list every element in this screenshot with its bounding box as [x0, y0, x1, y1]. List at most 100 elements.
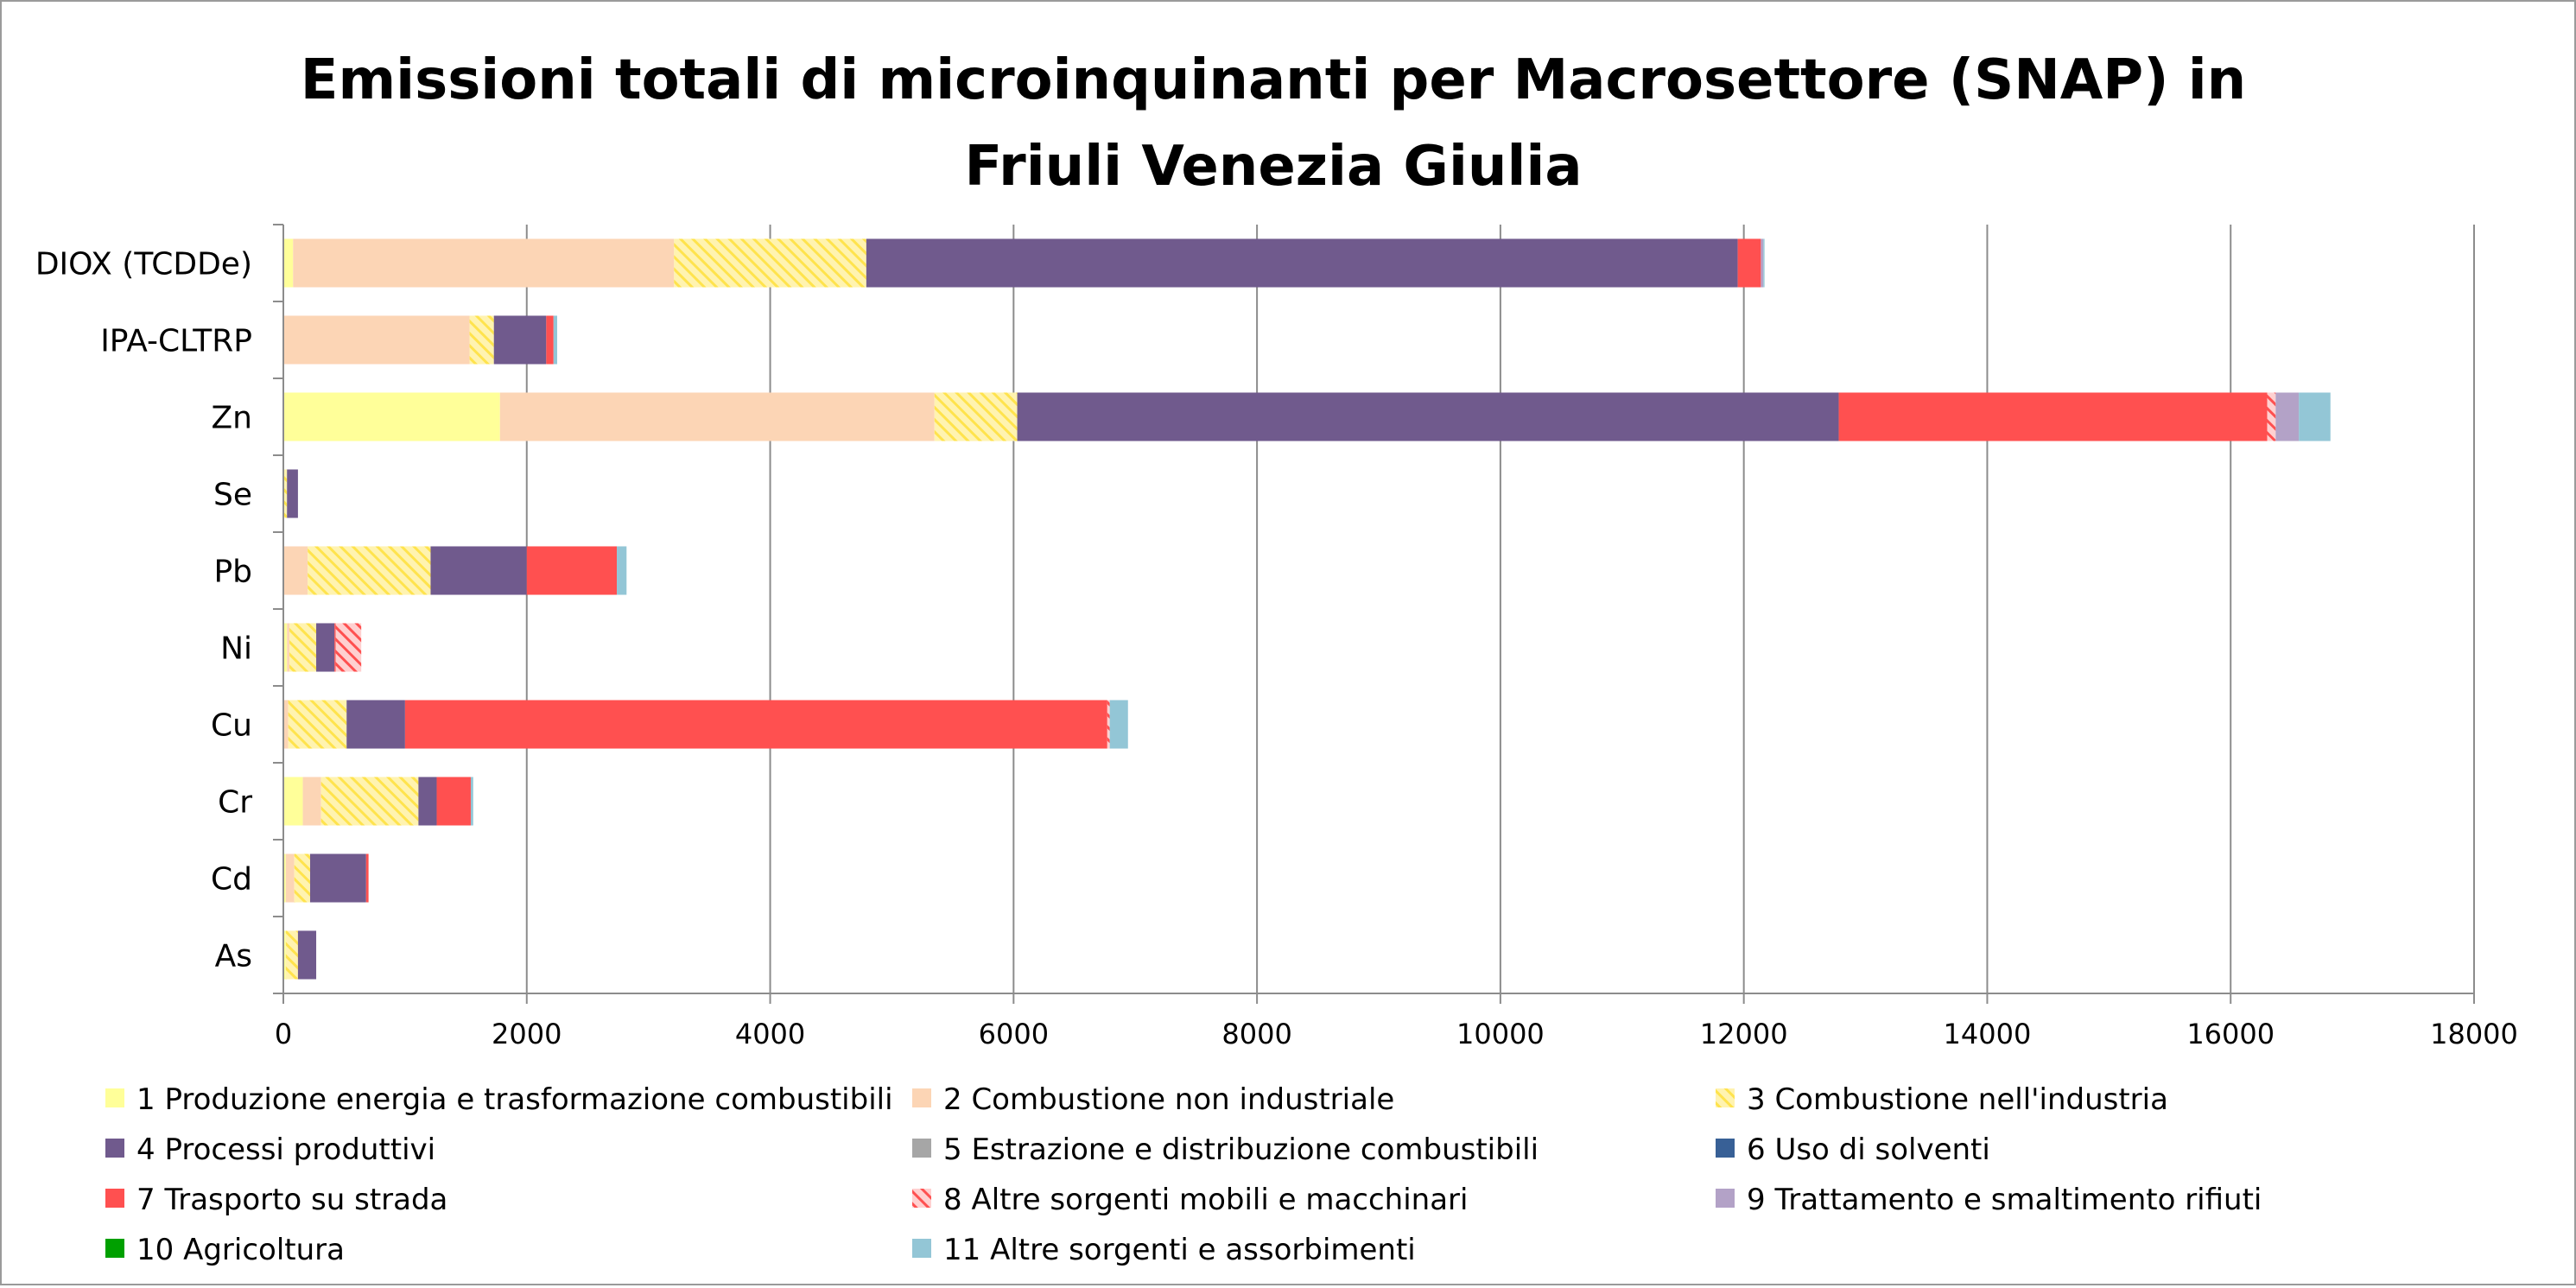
legend-label: 5 Estrazione e distribuzione combustibil… [943, 1133, 1539, 1167]
category-label: IPA-CLTRP [100, 324, 252, 359]
grid-lines [282, 225, 2475, 993]
category-label: Cd [211, 862, 252, 898]
bar-segment [866, 238, 1738, 288]
bar-segment [526, 546, 618, 595]
legend-label: 3 Combustione nell'industria [1747, 1082, 2168, 1117]
category-label: DIOX (TCDDe) [35, 247, 252, 282]
legend-label: 10 Agricoltura [136, 1233, 345, 1267]
bar-segment [430, 546, 527, 595]
x-tick-label: 16000 [2186, 1018, 2275, 1050]
bar-segment [283, 392, 500, 441]
bar-segment [1109, 700, 1128, 749]
bar-segment [469, 315, 494, 365]
legend-swatch [105, 1189, 124, 1208]
bar-segment [1017, 392, 1839, 441]
bar-segment [287, 469, 298, 518]
bar-segment [365, 853, 369, 903]
legend-label: 9 Trattamento e smaltimento rifiuti [1747, 1183, 2262, 1217]
bar-segment [2299, 392, 2331, 441]
legend-swatch [1716, 1088, 1735, 1107]
bar-segment [283, 546, 308, 595]
category-label: Cu [211, 708, 252, 744]
bar-segment [1763, 238, 1765, 288]
bar-segment [283, 315, 470, 365]
bar-segment [283, 238, 294, 288]
bar-segment [316, 623, 335, 672]
bar-segment [1761, 238, 1764, 288]
bar-segment [283, 930, 286, 980]
bar-segment [1107, 700, 1110, 749]
chart-title-line-2: Friuli Venezia Giulia [965, 135, 1583, 199]
legend-swatch [912, 1088, 931, 1107]
bar-segment [553, 315, 557, 365]
legend-label: 2 Combustione non industriale [943, 1082, 1394, 1117]
bar-segment [335, 623, 362, 672]
x-tick-label: 4000 [735, 1018, 805, 1050]
x-tick-label: 12000 [1700, 1018, 1788, 1050]
bar-segment [470, 777, 473, 826]
bar-segment [285, 930, 298, 980]
x-tick-label: 14000 [1944, 1018, 2032, 1050]
bar-segment [674, 238, 866, 288]
bar-segment [288, 700, 347, 749]
bars [283, 238, 2331, 980]
bar-segment [499, 392, 935, 441]
legend-label: 11 Altre sorgenti e assorbimenti [943, 1233, 1416, 1267]
legend-label: 7 Trasporto su strada [136, 1183, 447, 1217]
legend-swatch [105, 1088, 124, 1107]
bar-segment [2275, 392, 2300, 441]
category-label: Se [213, 478, 252, 513]
x-tick-label: 8000 [1221, 1018, 1291, 1050]
legend-swatch [1716, 1189, 1735, 1208]
bar-segment [297, 930, 317, 980]
bar-segment [2267, 392, 2276, 441]
bar-segment [334, 623, 336, 672]
bar-segment [404, 700, 1107, 749]
bar-segment [320, 777, 419, 826]
legend-swatch [105, 1239, 124, 1258]
legend-swatch [912, 1189, 931, 1208]
bar-segment [418, 777, 437, 826]
bar-segment [1838, 392, 2268, 441]
bar-segment [309, 853, 366, 903]
legend: 1 Produzione energia e trasformazione co… [105, 1082, 2262, 1267]
x-tick-label: 18000 [2430, 1018, 2518, 1050]
bar-segment [493, 315, 547, 365]
bar-segment [283, 700, 289, 749]
bar-segment [346, 700, 405, 749]
legend-label: 6 Uso di solventi [1747, 1133, 1990, 1167]
x-tick-label: 6000 [979, 1018, 1049, 1050]
category-label: Pb [213, 555, 252, 590]
bar-segment [287, 623, 290, 672]
category-label: Cr [218, 785, 252, 821]
bar-segment [283, 623, 288, 672]
bar-segment [285, 853, 295, 903]
legend-label: 8 Altre sorgenti mobili e macchinari [943, 1183, 1468, 1217]
x-tick-label: 10000 [1456, 1018, 1545, 1050]
bar-segment [283, 777, 303, 826]
category-label: Zn [212, 401, 252, 436]
legend-swatch [105, 1139, 124, 1158]
bar-segment [289, 623, 317, 672]
bar-segment [283, 853, 286, 903]
x-tick-label: 0 [275, 1018, 292, 1050]
bar-segment [294, 853, 310, 903]
x-tick-label: 2000 [492, 1018, 562, 1050]
bar-segment [436, 777, 471, 826]
bar-segment [934, 392, 1018, 441]
legend-label: 4 Processi produttivi [136, 1133, 435, 1167]
bar-segment [302, 777, 321, 826]
bar-segment [1737, 238, 1761, 288]
legend-label: 1 Produzione energia e trasformazione co… [136, 1082, 893, 1117]
bar-segment [283, 469, 288, 518]
chart-title-line-1: Emissioni totali di microinquinanti per … [301, 48, 2246, 112]
legend-swatch [1716, 1139, 1735, 1158]
bar-segment [617, 546, 627, 595]
category-label: Ni [220, 631, 252, 667]
axes: 0 2000 4000 6000 8000 10000 12000 14000 16000 180… [35, 224, 2518, 1050]
legend-swatch [912, 1139, 931, 1158]
bar-segment [308, 546, 431, 595]
legend-swatch [912, 1239, 931, 1258]
